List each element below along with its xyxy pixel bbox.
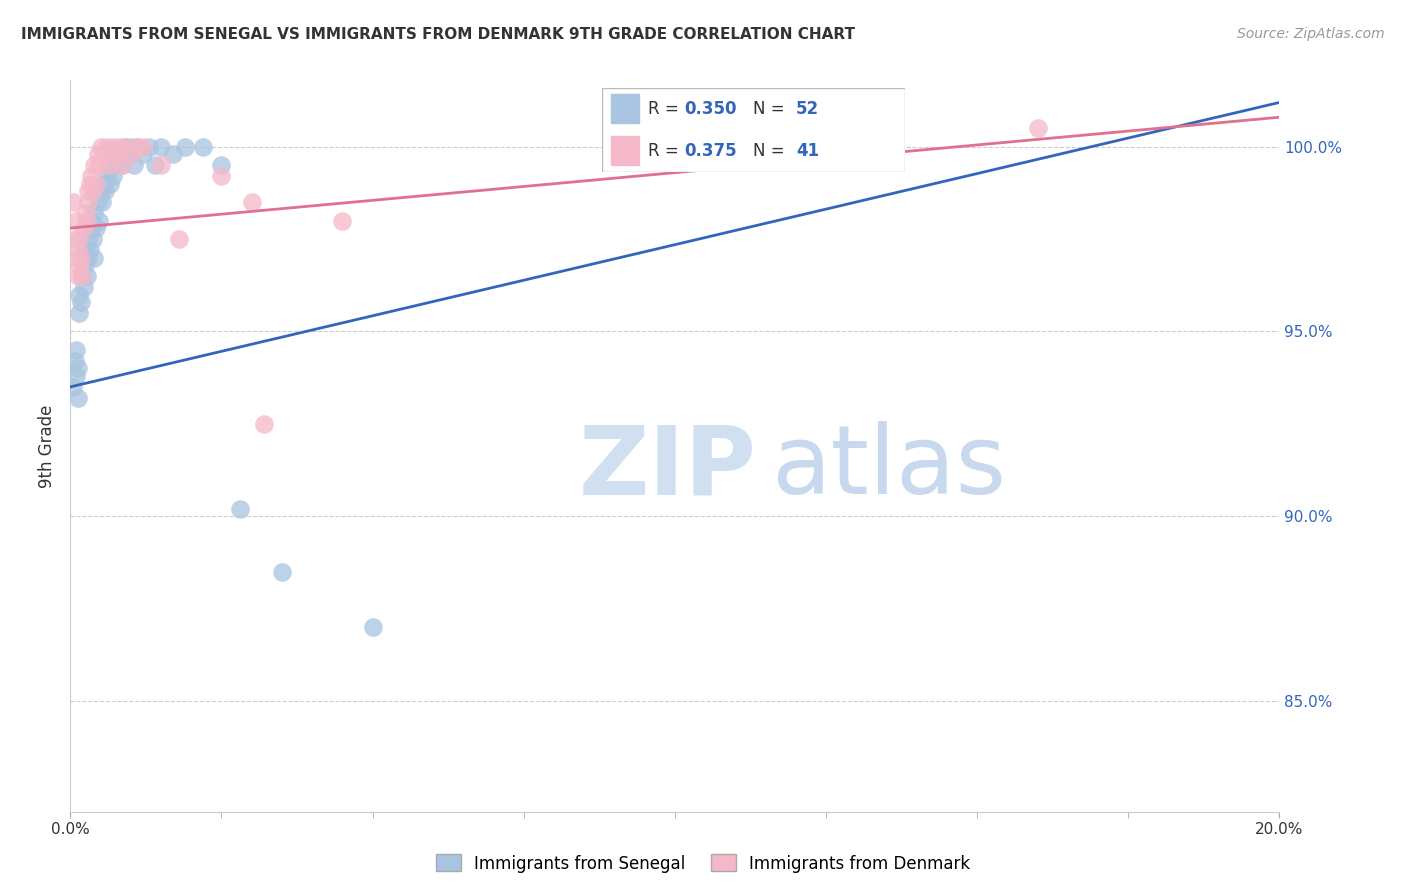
Point xyxy=(94,184,117,198)
Point xyxy=(65,343,87,357)
Point xyxy=(67,232,90,246)
Point xyxy=(98,177,121,191)
Point xyxy=(83,158,105,172)
Point xyxy=(228,501,250,516)
Point xyxy=(80,213,103,227)
Point xyxy=(86,147,108,161)
Point xyxy=(75,206,97,220)
Point xyxy=(82,232,104,246)
Text: IMMIGRANTS FROM SENEGAL VS IMMIGRANTS FROM DENMARK 9TH GRADE CORRELATION CHART: IMMIGRANTS FROM SENEGAL VS IMMIGRANTS FR… xyxy=(21,27,855,42)
Point xyxy=(67,258,90,272)
Point xyxy=(90,195,112,210)
Text: atlas: atlas xyxy=(772,421,1007,515)
Point xyxy=(72,221,94,235)
Point xyxy=(86,195,108,210)
Point xyxy=(80,169,103,184)
Point xyxy=(132,140,155,154)
Point xyxy=(63,232,86,246)
Point xyxy=(101,169,124,184)
Legend: Immigrants from Senegal, Immigrants from Denmark: Immigrants from Senegal, Immigrants from… xyxy=(429,847,977,880)
Point xyxy=(66,361,89,376)
Point xyxy=(84,177,107,191)
Point xyxy=(89,158,111,172)
Point xyxy=(107,147,129,161)
Point xyxy=(77,195,100,210)
Point xyxy=(143,158,166,172)
Point xyxy=(83,206,105,220)
Point xyxy=(83,251,105,265)
Point xyxy=(89,213,111,227)
Point xyxy=(93,147,115,161)
Point xyxy=(114,140,136,154)
Point xyxy=(66,268,89,283)
Point xyxy=(67,391,90,405)
Point xyxy=(67,244,90,258)
Point xyxy=(70,251,93,265)
Point xyxy=(125,140,148,154)
Point xyxy=(270,565,294,579)
Point xyxy=(104,158,127,172)
Point xyxy=(72,280,94,294)
Point xyxy=(138,140,160,154)
Point xyxy=(104,147,127,161)
Point xyxy=(120,147,142,161)
Text: ZIP: ZIP xyxy=(578,421,756,515)
Point xyxy=(67,287,90,301)
Point xyxy=(67,306,90,320)
Point xyxy=(100,158,122,172)
Point xyxy=(150,158,173,172)
Point xyxy=(65,213,87,227)
Point xyxy=(101,140,124,154)
Point xyxy=(70,294,93,309)
Point xyxy=(75,258,97,272)
Point xyxy=(96,169,118,184)
Point xyxy=(65,251,87,265)
Point xyxy=(62,195,84,210)
Point xyxy=(122,158,145,172)
Point xyxy=(90,184,111,198)
Point xyxy=(77,251,100,265)
Point xyxy=(80,221,103,235)
Point xyxy=(211,169,233,184)
Point xyxy=(63,354,86,368)
Point xyxy=(111,158,134,172)
Point xyxy=(117,147,139,161)
Point xyxy=(240,195,263,210)
Point xyxy=(62,380,84,394)
Point xyxy=(96,140,118,154)
Text: Source: ZipAtlas.com: Source: ZipAtlas.com xyxy=(1237,27,1385,41)
Point xyxy=(79,177,101,191)
Point xyxy=(65,368,87,383)
Y-axis label: 9th Grade: 9th Grade xyxy=(38,404,56,488)
Point xyxy=(90,140,111,154)
Point xyxy=(75,244,97,258)
Point xyxy=(82,184,104,198)
Point xyxy=(361,620,384,634)
Point xyxy=(174,140,197,154)
Point xyxy=(167,232,190,246)
Point xyxy=(76,268,98,283)
Point xyxy=(125,140,148,154)
Point xyxy=(253,417,276,431)
Point xyxy=(98,158,121,172)
Point xyxy=(111,158,134,172)
Point xyxy=(332,213,354,227)
Point xyxy=(72,268,94,283)
Point xyxy=(76,213,98,227)
Point xyxy=(93,177,115,191)
Point xyxy=(114,140,136,154)
Point xyxy=(1026,121,1049,136)
Point xyxy=(132,147,155,161)
Point xyxy=(211,158,233,172)
Point xyxy=(107,140,129,154)
Point xyxy=(193,140,215,154)
Point xyxy=(150,140,173,154)
Point xyxy=(77,184,100,198)
Point xyxy=(120,140,142,154)
Point xyxy=(77,232,100,246)
Point xyxy=(79,244,101,258)
Point xyxy=(162,147,184,161)
Point xyxy=(84,221,107,235)
Point xyxy=(72,268,94,283)
